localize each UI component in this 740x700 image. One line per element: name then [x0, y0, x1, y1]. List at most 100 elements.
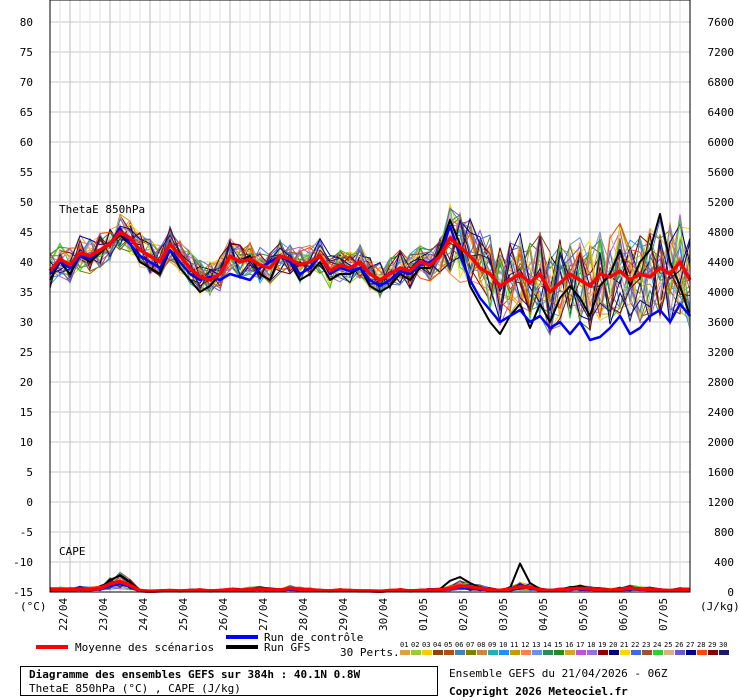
perturbation-thetae-line — [49, 213, 691, 320]
y-right-tick: 6000 — [708, 136, 735, 149]
y-left-tick: 0 — [26, 496, 33, 509]
left-unit: (°C) — [20, 600, 47, 613]
pert-legend-swatch — [719, 650, 729, 655]
pert-legend-swatch — [620, 650, 630, 655]
y-right-tick: 2800 — [708, 376, 735, 389]
y-right-tick: 4800 — [708, 226, 735, 239]
pert-legend-swatch — [455, 650, 465, 655]
x-date-label: 01/05 — [417, 598, 430, 631]
pert-legend-id: 26 — [675, 641, 683, 649]
pert-legend-id: 10 — [499, 641, 507, 649]
thetae-panel-label: ThetaE 850hPa — [59, 203, 145, 216]
x-date-label: 29/04 — [337, 598, 350, 631]
y-left-tick: 10 — [20, 436, 33, 449]
y-right-tick: 6800 — [708, 76, 735, 89]
pert-legend-swatch — [653, 650, 663, 655]
y-right-tick: 5600 — [708, 166, 735, 179]
pert-legend-id: 22 — [631, 641, 639, 649]
pert-legend-swatch — [466, 650, 476, 655]
pert-legend-swatch — [554, 650, 564, 655]
legend: Moyenne des scénarios Run de contrôle Ru… — [36, 631, 729, 659]
pert-legend-swatch — [477, 650, 487, 655]
pert-legend-swatch — [708, 650, 718, 655]
pert-legend-id: 08 — [477, 641, 485, 649]
pert-legend-swatch — [444, 650, 454, 655]
pert-legend-swatch — [675, 650, 685, 655]
x-date-label: 03/05 — [497, 598, 510, 631]
plot-frame — [49, 0, 691, 593]
x-date-label: 05/05 — [577, 598, 590, 631]
right-unit: (J/kg) — [700, 600, 740, 613]
pert-legend-swatch — [664, 650, 674, 655]
x-date-label: 23/04 — [97, 598, 110, 631]
pert-legend-id: 09 — [488, 641, 496, 649]
pert-legend-swatch — [510, 650, 520, 655]
pert-legend-swatch — [543, 650, 553, 655]
x-date-label: 24/04 — [137, 598, 150, 631]
y-left-tick: -5 — [20, 526, 33, 539]
gfs-thetae-line — [49, 213, 691, 335]
pert-legend-id: 20 — [609, 641, 617, 649]
pert-legend-id: 04 — [433, 641, 441, 649]
pert-legend-id: 24 — [653, 641, 661, 649]
y-right-tick: 4000 — [708, 286, 735, 299]
title-box: Diagramme des ensembles GEFS sur 384h : … — [20, 666, 438, 696]
y-right-tick: 400 — [714, 556, 734, 569]
y-left-tick: 65 — [20, 106, 33, 119]
pert-legend-swatch — [565, 650, 575, 655]
copyright: Copyright 2026 Meteociel.fr — [449, 685, 628, 698]
y-left-tick: 75 — [20, 46, 33, 59]
perturbation-legend: 01 02 03 04 05 06 07 08 09 10 11 12 13 14 15 16 17 18 19 20… — [400, 641, 729, 655]
chart-subtitle: ThetaE 850hPa (°C) , CAPE (J/kg) — [29, 682, 241, 695]
pert-legend-id: 15 — [554, 641, 562, 649]
main-series — [48, 213, 692, 594]
y-left-tick: 25 — [20, 346, 33, 359]
pert-legend-swatch — [587, 650, 597, 655]
y-right-tick: 2400 — [708, 406, 735, 419]
y-left-tick: 60 — [20, 136, 33, 149]
cape-panel-label: CAPE — [59, 545, 86, 558]
legend-mean-label: Moyenne des scénarios — [75, 641, 214, 654]
pert-legend-id: 03 — [422, 641, 430, 649]
chart-title: Diagramme des ensembles GEFS sur 384h : … — [29, 668, 361, 681]
pert-legend-swatch — [697, 650, 707, 655]
pert-legend-id: 28 — [697, 641, 705, 649]
x-date-label: 04/05 — [537, 598, 550, 631]
y-left-tick: 35 — [20, 286, 33, 299]
pert-legend-swatch — [532, 650, 542, 655]
y-left-tick: 80 — [20, 16, 33, 29]
x-date-label: 30/04 — [377, 598, 390, 631]
y-left-tick: -15 — [13, 586, 33, 599]
y-left-tick: 55 — [20, 166, 33, 179]
pert-legend-swatch — [488, 650, 498, 655]
y-right-tick: 7600 — [708, 16, 735, 29]
y-left-tick: 50 — [20, 196, 33, 209]
control-thetae-line — [49, 224, 691, 342]
pert-legend-id: 12 — [521, 641, 529, 649]
pert-legend-id: 29 — [708, 641, 716, 649]
pert-legend-swatch — [598, 650, 608, 655]
pert-legend-id: 25 — [664, 641, 672, 649]
y-right-tick: 5200 — [708, 196, 735, 209]
y-left-tick: 70 — [20, 76, 33, 89]
mean-cape-line — [49, 579, 690, 594]
legend-gfs-label: Run GFS — [264, 641, 310, 654]
x-date-label: 02/05 — [457, 598, 470, 631]
pert-legend-id: 27 — [686, 641, 694, 649]
perturbation-thetae-line — [49, 219, 691, 324]
pert-legend-id: 01 — [400, 641, 408, 649]
y-right-tick: 6400 — [708, 106, 735, 119]
pert-legend-id: 06 — [455, 641, 463, 649]
y-left-tick: 45 — [20, 226, 33, 239]
y-right-tick: 1200 — [708, 496, 735, 509]
y-right-tick: 3600 — [708, 316, 735, 329]
pert-legend-id: 16 — [565, 641, 573, 649]
y-left-tick: 30 — [20, 316, 33, 329]
pert-legend-id: 07 — [466, 641, 474, 649]
y-right-tick: 1600 — [708, 466, 735, 479]
pert-legend-swatch — [411, 650, 421, 655]
y-right-tick: 800 — [714, 526, 734, 539]
pert-legend-id: 13 — [532, 641, 540, 649]
pert-legend-id: 05 — [444, 641, 452, 649]
